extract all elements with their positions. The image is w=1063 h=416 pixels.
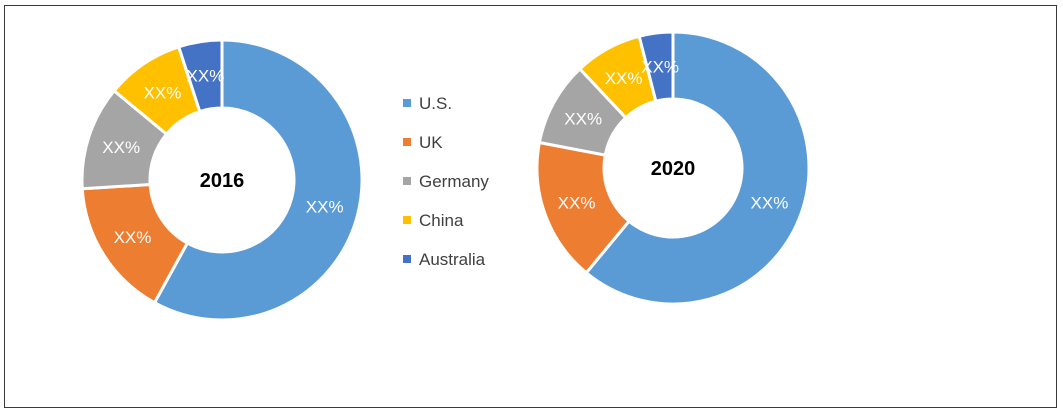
donut-center-label: 2020: [651, 158, 696, 180]
slice-data-label: XX%: [187, 66, 225, 85]
legend-swatch: [403, 255, 411, 263]
donut-chart-2016: XX% XX% XX% XX% XX% 2016: [80, 38, 364, 322]
legend-swatch: [403, 216, 411, 224]
slice-data-label: XX%: [641, 57, 679, 76]
legend-swatch: [403, 99, 411, 107]
slice-data-label: XX%: [144, 83, 182, 102]
slice-australia: [176, 38, 224, 114]
slice-data-label: XX%: [306, 197, 344, 216]
donut-chart-2020: XX%XX%XX%XX%XX%2020: [535, 30, 811, 306]
slice-data-label: XX%: [558, 194, 596, 213]
legend-label: UK: [419, 133, 443, 152]
slice-data-label: XX%: [605, 69, 643, 88]
slice-data-label: XX%: [751, 194, 789, 213]
legend-label: U.S.: [419, 94, 452, 113]
legend-swatch: [403, 138, 411, 146]
legend-label: Australia: [419, 250, 486, 269]
legend: U.S. UK Germany China Australia: [403, 94, 489, 269]
legend-swatch: [403, 177, 411, 185]
slice-data-label: XX%: [114, 228, 152, 247]
legend-label: Germany: [419, 172, 489, 191]
slice-australia: [637, 30, 675, 103]
slice-data-label: XX%: [102, 138, 140, 157]
slice-data-label: XX%: [564, 110, 602, 129]
slice-u-s: [584, 30, 811, 306]
donut-center-label: 2016: [200, 170, 245, 192]
legend-label: China: [419, 211, 464, 230]
slice-u-s: [152, 38, 364, 322]
